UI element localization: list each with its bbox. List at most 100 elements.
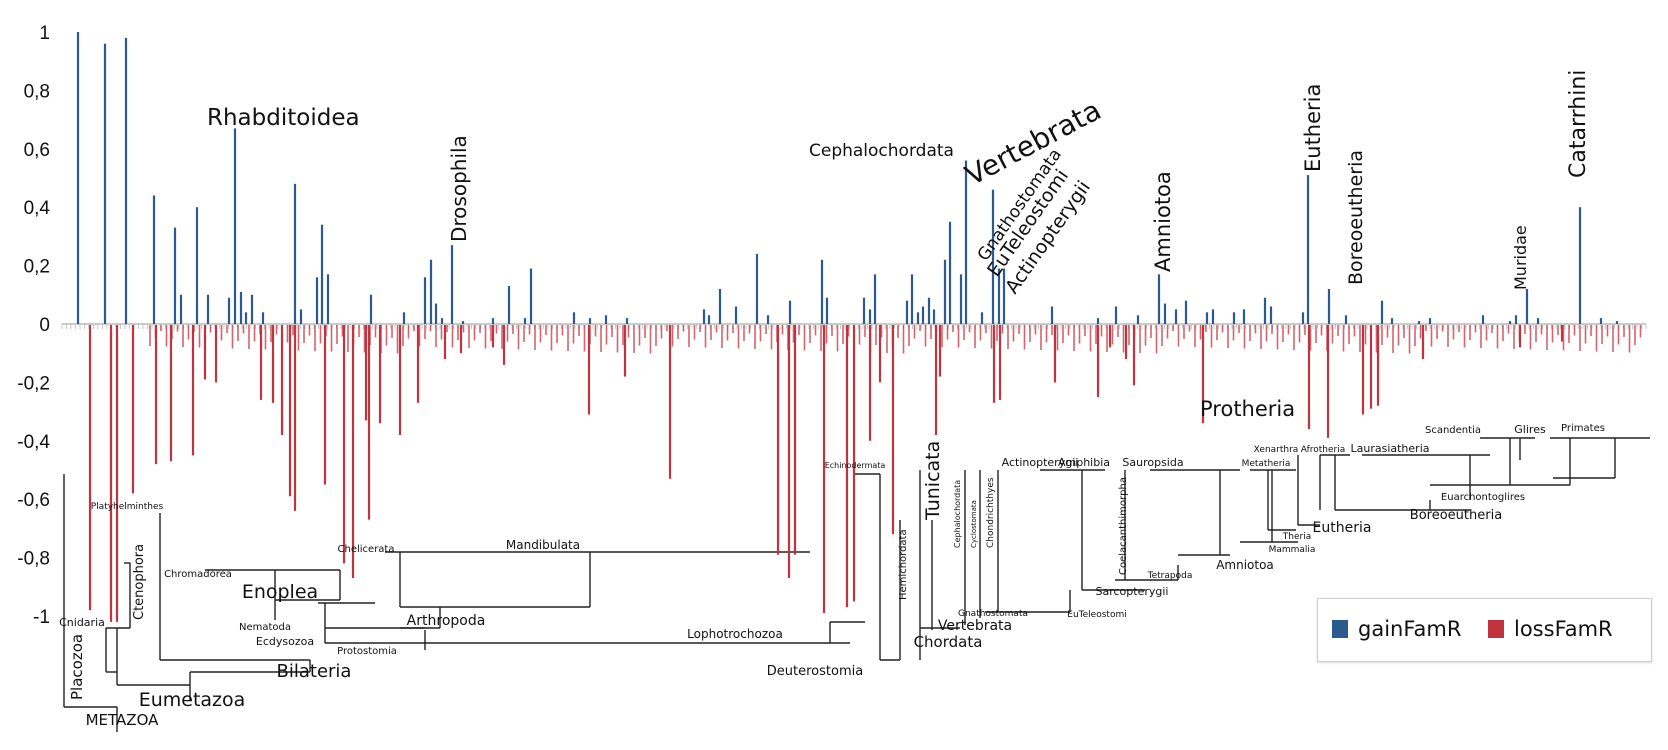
loss-minor-bar <box>215 325 217 348</box>
loss-bar <box>115 325 119 622</box>
tree-label-amniotoa: Amniotoa <box>1216 558 1274 572</box>
loss-minor-bar <box>1441 325 1444 332</box>
loss-minor-bar <box>473 325 476 341</box>
tree-label-protostomia: Protostomia <box>337 646 397 657</box>
gain-bar <box>707 315 711 324</box>
annotation-label: Cephalochordata <box>809 141 954 161</box>
loss-bar <box>416 325 420 403</box>
tree-label-chelicerata: Chelicerata <box>338 544 395 555</box>
loss-bar <box>502 325 506 365</box>
loss-minor-bar <box>996 325 998 341</box>
tree-label-afrotheria: Afrotheria <box>1301 445 1346 455</box>
legend-item-loss: lossFamR <box>1488 617 1613 641</box>
loss-bar <box>1376 325 1380 406</box>
gain-bar <box>755 253 759 324</box>
tree-label-ecdysozoa: Ecdysozoa <box>256 635 314 648</box>
loss-minor-bar <box>1117 325 1119 337</box>
loss-minor-bar <box>462 325 465 333</box>
gain-bar <box>1615 321 1619 324</box>
loss-minor-bar <box>517 325 520 350</box>
loss-minor-bar <box>704 325 707 348</box>
loss-minor-bar <box>759 325 762 342</box>
loss-minor-bar <box>154 325 157 339</box>
loss-minor-bar <box>418 325 421 347</box>
loss-minor-bar <box>1320 325 1323 336</box>
loss-bar <box>131 325 135 494</box>
loss-minor-bar <box>732 325 734 333</box>
loss-minor-bar <box>1518 325 1521 342</box>
tree-label-laurasiatheria: Laurasiatheria <box>1350 442 1429 455</box>
loss-minor-bar <box>710 325 712 340</box>
loss-minor-bar <box>1568 325 1570 343</box>
tree-label-euteleostomi: EuTeleostomi <box>1067 610 1126 620</box>
loss-minor-bar <box>1529 325 1532 350</box>
loss-minor-bar <box>1491 325 1493 333</box>
loss-minor-bar <box>539 325 542 343</box>
loss-minor-bar <box>363 325 366 353</box>
loss-bar <box>845 325 849 608</box>
loss-minor-bar <box>193 325 195 332</box>
loss-minor-bar <box>1166 325 1169 339</box>
loss-minor-bar <box>1051 325 1053 335</box>
loss-minor-bar <box>616 325 619 353</box>
gain-bar <box>423 277 427 324</box>
gain-bar <box>862 297 866 324</box>
loss-minor-bar <box>600 325 602 352</box>
loss-minor-bar <box>176 325 179 332</box>
loss-bar <box>878 325 882 383</box>
gain-bar <box>299 309 303 324</box>
loss-minor-bar <box>748 325 751 334</box>
loss-minor-bar <box>1425 325 1427 331</box>
tree-label-metatheria: Metatheria <box>1242 459 1291 469</box>
loss-bar <box>852 325 856 602</box>
tree-label-chordata: Chordata <box>914 633 983 651</box>
loss-minor-bar <box>523 325 525 342</box>
loss-minor-bar <box>1133 325 1136 338</box>
gain-bar <box>1163 303 1167 324</box>
loss-minor-bar <box>1040 325 1042 350</box>
loss-minor-bar <box>814 325 817 336</box>
loss-bar <box>443 325 447 360</box>
loss-minor-bar <box>1045 325 1048 343</box>
loss-minor-bar <box>792 325 795 343</box>
gain-bar <box>429 259 433 324</box>
loss-bar <box>1307 325 1311 430</box>
tree-label-theria: Theria <box>1282 532 1311 542</box>
loss-bar <box>214 325 218 383</box>
loss-minor-bar <box>358 325 360 337</box>
loss-minor-bar <box>589 325 591 344</box>
loss-minor-bar <box>1227 325 1229 348</box>
loss-bar <box>992 325 996 403</box>
gain-bar <box>921 306 925 324</box>
loss-bar <box>203 325 207 380</box>
loss-minor-bar <box>864 325 866 337</box>
loss-bar <box>109 325 113 622</box>
loss-minor-bar <box>248 325 250 349</box>
loss-minor-bar <box>297 325 300 351</box>
loss-minor-bar <box>226 325 228 333</box>
gain-bar <box>1263 297 1267 324</box>
loss-minor-bar <box>484 325 487 349</box>
loss-minor-bar <box>1337 325 1339 336</box>
gain-bar <box>402 312 406 324</box>
loss-bar <box>378 325 382 424</box>
loss-minor-bar <box>1375 325 1378 353</box>
loss-minor-bar <box>1535 325 1537 342</box>
loss-minor-bar <box>891 325 894 346</box>
loss-bar <box>868 325 872 441</box>
loss-bar <box>398 325 402 435</box>
loss-minor-bar <box>1430 325 1433 347</box>
loss-minor-bar <box>380 325 382 353</box>
loss-minor-bar <box>1353 325 1356 337</box>
tree-label-tunicata: Tunicata <box>922 441 944 521</box>
loss-minor-bar <box>897 325 899 338</box>
loss-minor-bar <box>1260 325 1262 349</box>
loss-minor-bar <box>803 325 806 351</box>
gain-bar <box>959 274 963 324</box>
loss-minor-bar <box>1238 325 1240 333</box>
annotation-label: Amniotoa <box>1151 171 1175 272</box>
loss-minor-bar <box>1590 325 1592 336</box>
loss-minor-bar <box>1249 325 1251 341</box>
loss-minor-bar <box>1205 325 1207 332</box>
